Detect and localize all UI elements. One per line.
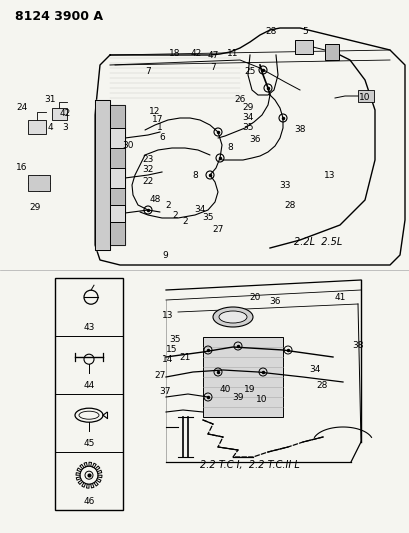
Text: 48: 48 — [149, 196, 160, 205]
Text: 6: 6 — [159, 133, 164, 142]
Text: 28: 28 — [265, 28, 276, 36]
Text: 3: 3 — [62, 124, 68, 133]
Text: 22: 22 — [142, 177, 153, 187]
Text: 20: 20 — [249, 294, 260, 303]
Polygon shape — [110, 105, 125, 245]
Text: 34: 34 — [308, 366, 320, 375]
Text: 23: 23 — [142, 156, 153, 165]
Text: 2: 2 — [172, 211, 178, 220]
Text: 26: 26 — [234, 95, 245, 104]
Text: 2: 2 — [182, 217, 187, 227]
Text: 8: 8 — [227, 143, 232, 152]
Bar — [28, 120, 46, 134]
Bar — [55, 278, 123, 510]
Text: 1: 1 — [157, 124, 162, 133]
Ellipse shape — [213, 307, 252, 327]
Text: 13: 13 — [162, 311, 173, 319]
Text: 27: 27 — [154, 370, 165, 379]
Text: 2: 2 — [165, 200, 171, 209]
Text: 9: 9 — [162, 251, 167, 260]
Text: 41: 41 — [333, 294, 345, 303]
Text: 35: 35 — [169, 335, 180, 344]
Text: 35: 35 — [202, 214, 213, 222]
Text: 21: 21 — [179, 353, 190, 362]
Bar — [202, 337, 282, 417]
Text: 36: 36 — [249, 135, 260, 144]
Bar — [110, 168, 125, 188]
Bar — [52, 108, 67, 120]
Text: 44: 44 — [83, 382, 94, 391]
Text: 7: 7 — [210, 63, 216, 72]
Text: 15: 15 — [166, 345, 178, 354]
Text: 34: 34 — [194, 206, 205, 214]
Text: 7: 7 — [145, 68, 151, 77]
Bar — [28, 175, 50, 191]
Text: 40: 40 — [219, 385, 230, 394]
Text: 33: 33 — [279, 181, 290, 190]
Text: 25: 25 — [244, 68, 255, 77]
Bar — [357, 90, 373, 102]
Text: 32: 32 — [142, 166, 153, 174]
Text: 28: 28 — [283, 200, 295, 209]
Text: 4: 4 — [47, 124, 53, 133]
Text: 45: 45 — [83, 440, 94, 448]
Text: 8: 8 — [192, 171, 198, 180]
Text: 35: 35 — [242, 124, 253, 133]
Text: 29: 29 — [242, 103, 253, 112]
Text: 29: 29 — [29, 204, 40, 213]
Text: 2.2L  2.5L: 2.2L 2.5L — [293, 237, 341, 247]
Text: 10: 10 — [256, 395, 267, 405]
Text: 14: 14 — [162, 356, 173, 365]
Bar — [110, 128, 125, 148]
Text: 42: 42 — [59, 109, 70, 117]
Bar — [294, 40, 312, 54]
Text: 28: 28 — [315, 381, 327, 390]
Bar — [324, 44, 338, 60]
Text: 16: 16 — [16, 164, 28, 173]
Text: 8124 3900 A: 8124 3900 A — [15, 10, 103, 23]
Text: 34: 34 — [242, 114, 253, 123]
Text: 19: 19 — [244, 385, 255, 394]
Text: 2.2 T.C I,  2.2 T.C.II L: 2.2 T.C I, 2.2 T.C.II L — [200, 460, 299, 470]
Text: 39: 39 — [231, 393, 243, 402]
Text: 17: 17 — [152, 116, 163, 125]
Text: 38: 38 — [351, 341, 363, 350]
Text: 12: 12 — [149, 108, 160, 117]
Text: 10: 10 — [358, 93, 370, 102]
Text: 5: 5 — [301, 28, 307, 36]
Text: 37: 37 — [159, 387, 170, 397]
Text: 30: 30 — [122, 141, 133, 149]
Text: 36: 36 — [269, 297, 280, 306]
Text: 38: 38 — [294, 125, 305, 134]
Text: 47: 47 — [207, 51, 218, 60]
Text: 13: 13 — [324, 171, 335, 180]
Text: 27: 27 — [212, 225, 223, 235]
Text: 43: 43 — [83, 324, 94, 333]
Text: 31: 31 — [44, 95, 56, 104]
Text: 42: 42 — [190, 49, 201, 58]
Bar — [110, 205, 125, 222]
Polygon shape — [95, 100, 110, 250]
Text: 11: 11 — [227, 49, 238, 58]
Text: 18: 18 — [169, 50, 180, 59]
Text: 46: 46 — [83, 497, 94, 506]
Text: 24: 24 — [16, 103, 27, 112]
Ellipse shape — [218, 311, 246, 323]
